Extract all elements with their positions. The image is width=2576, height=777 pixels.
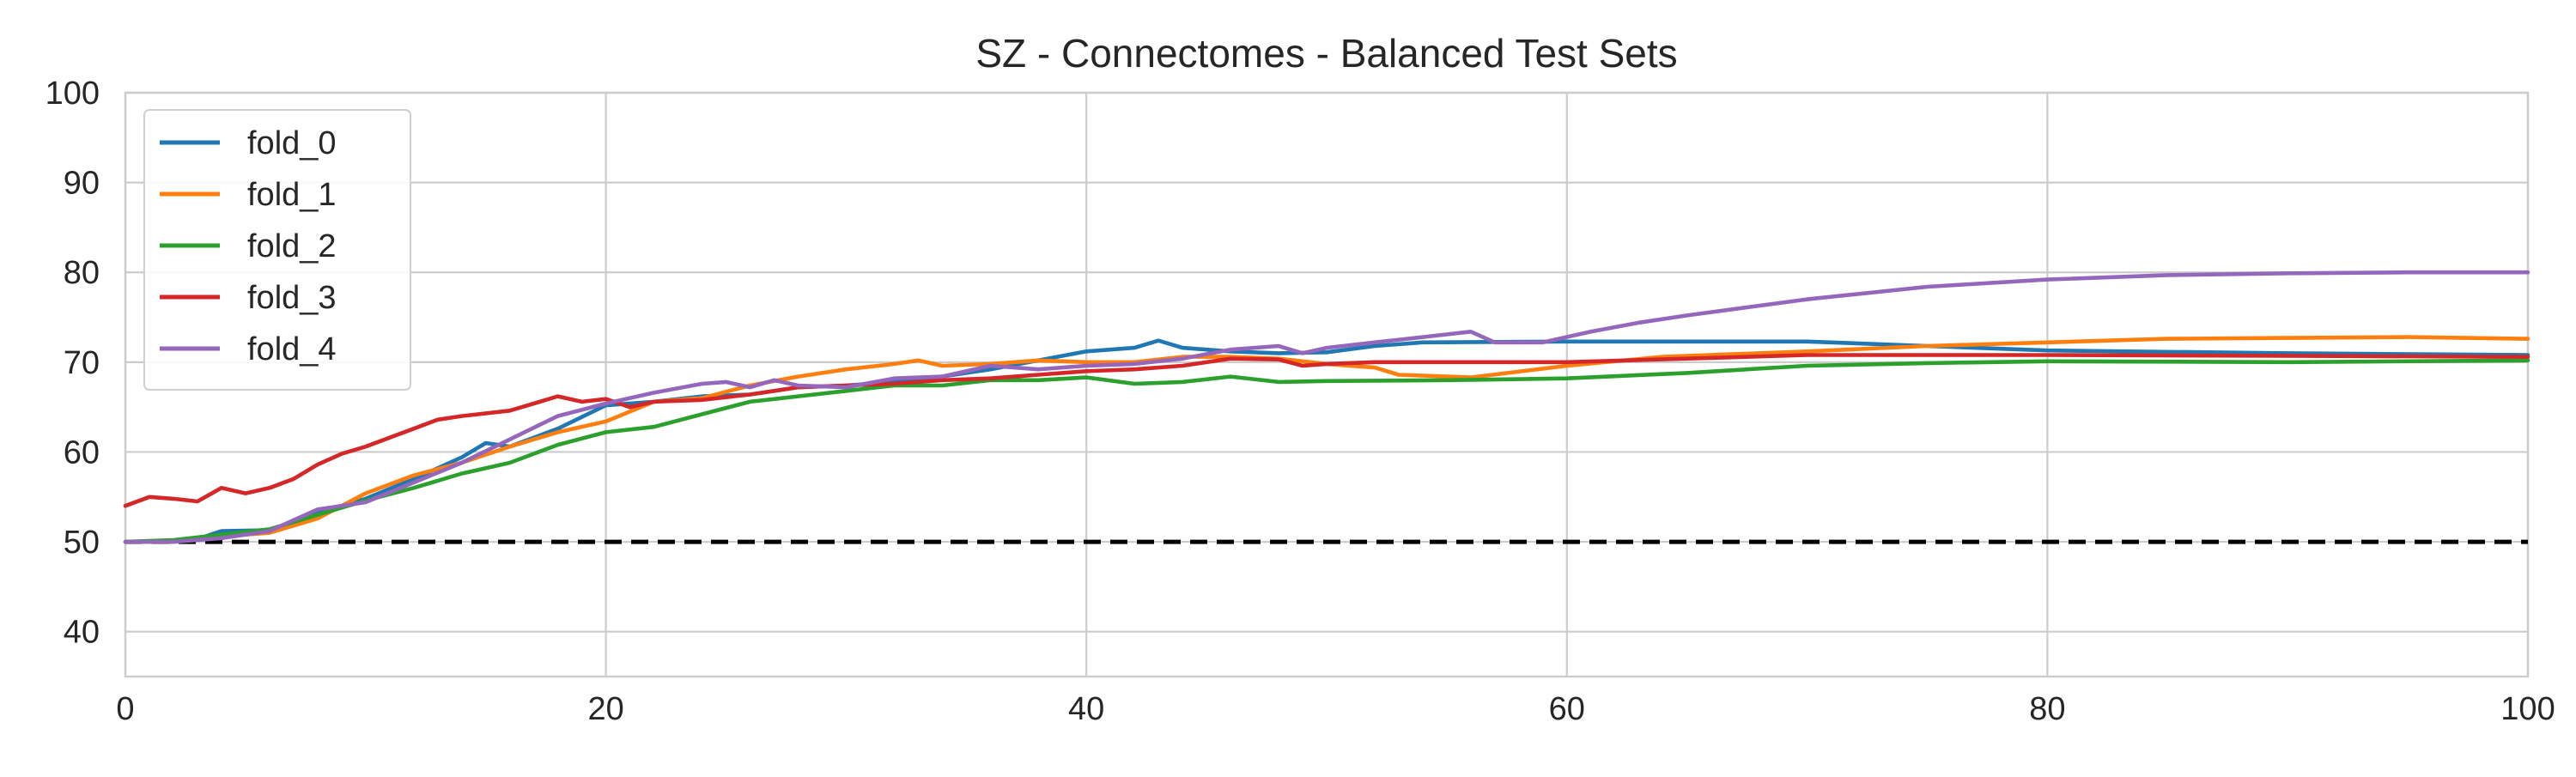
y-tick-label: 40 (64, 615, 100, 651)
y-tick-label: 80 (64, 255, 100, 291)
legend-label-fold_3: fold_3 (247, 280, 337, 316)
x-tick-label: 100 (2500, 691, 2555, 727)
plot-frame (124, 91, 2530, 678)
series-layer (123, 270, 2530, 544)
y-tick-label: 100 (46, 76, 100, 112)
chart-title: SZ - Connectomes - Balanced Test Sets (975, 31, 1677, 76)
x-tick-label: 80 (2029, 691, 2065, 727)
series-line-fold_4 (123, 270, 2530, 544)
x-tick-label: 0 (116, 691, 134, 727)
series-line-fold_0 (123, 338, 2530, 544)
y-tick-label: 70 (64, 345, 100, 381)
x-tick-label: 20 (587, 691, 623, 727)
axes: 0 20 40 60 80 100 40 50 60 70 80 90 100 (46, 76, 2555, 727)
legend-label-fold_4: fold_4 (247, 331, 337, 367)
legend: fold_0 fold_1 fold_2 fold_3 fold_4 (143, 109, 411, 391)
y-tick-label: 60 (64, 434, 100, 470)
series-line-fold_1 (123, 335, 2530, 544)
y-tick-label: 90 (64, 166, 100, 202)
x-tick-label: 40 (1068, 691, 1104, 727)
legend-label-fold_0: fold_0 (247, 125, 337, 161)
grid-lines (124, 91, 2530, 677)
x-tick-label: 60 (1549, 691, 1585, 727)
legend-label-fold_2: fold_2 (247, 228, 337, 264)
series-line-fold_3 (123, 353, 2530, 508)
y-tick-label: 50 (64, 525, 100, 561)
legend-label-fold_1: fold_1 (247, 177, 337, 213)
legend-box (143, 109, 411, 391)
